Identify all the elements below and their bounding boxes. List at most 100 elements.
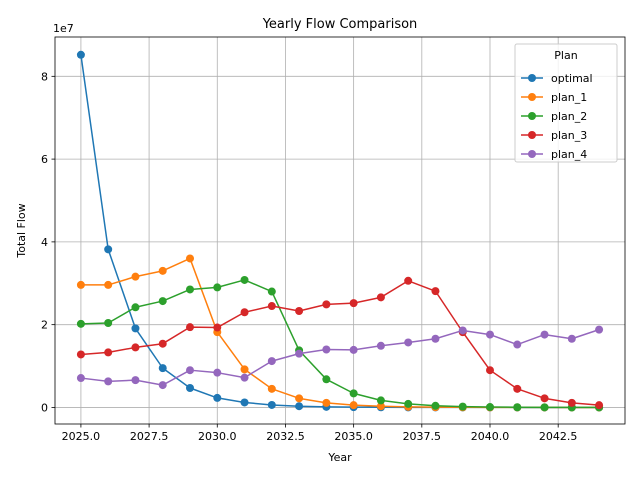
data-point <box>513 384 522 393</box>
data-point <box>431 287 440 296</box>
legend-item-plan_1: plan_1 <box>521 91 587 104</box>
data-point <box>295 402 304 411</box>
data-point <box>240 398 249 407</box>
data-point <box>349 389 358 398</box>
data-point <box>295 349 304 358</box>
legend-label: plan_1 <box>551 91 587 104</box>
x-axis-label: Year <box>327 451 352 464</box>
data-point <box>240 308 249 317</box>
data-point <box>349 299 358 308</box>
legend-swatch-marker <box>528 93 536 101</box>
data-point <box>404 338 413 347</box>
x-tick-label: 2027.5 <box>130 430 169 443</box>
series-plan_4 <box>76 325 604 390</box>
data-point <box>295 307 304 316</box>
data-point <box>322 345 331 354</box>
y-tick-label: 6 <box>41 153 48 166</box>
x-tick-label: 2037.5 <box>403 430 442 443</box>
legend: Plan optimal plan_1 plan_2 plan_3 plan_4 <box>514 43 618 163</box>
data-point <box>540 394 549 403</box>
data-point <box>104 280 113 289</box>
data-point <box>76 350 85 359</box>
data-point <box>295 394 304 403</box>
data-point <box>104 377 113 386</box>
y-tick-label: 4 <box>41 236 48 249</box>
data-point <box>322 375 331 384</box>
x-tick-label: 2042.5 <box>539 430 578 443</box>
data-point <box>404 399 413 408</box>
data-point <box>186 285 194 294</box>
legend-item-plan_4: plan_4 <box>521 148 587 161</box>
legend-label: plan_4 <box>551 148 587 161</box>
data-point <box>131 343 140 352</box>
data-point <box>540 403 549 412</box>
legend-swatch-marker <box>528 150 536 158</box>
data-point <box>458 402 467 411</box>
legend-swatch-marker <box>528 112 536 120</box>
data-point <box>267 357 276 366</box>
data-point <box>213 323 222 332</box>
data-point <box>486 366 494 375</box>
data-point <box>186 383 194 392</box>
series-layer <box>76 50 604 412</box>
data-point <box>213 368 222 377</box>
data-point <box>158 266 167 275</box>
legend-box <box>514 43 618 163</box>
legend-label: plan_2 <box>551 110 587 123</box>
data-point <box>376 402 385 411</box>
data-point <box>431 401 440 410</box>
legend-label: optimal <box>551 72 593 85</box>
data-point <box>404 276 413 285</box>
x-tick-label: 2032.5 <box>266 430 305 443</box>
data-point <box>595 325 604 334</box>
data-point <box>158 381 167 390</box>
data-point <box>595 401 604 410</box>
data-point <box>186 366 194 375</box>
data-point <box>240 373 249 382</box>
data-point <box>267 400 276 409</box>
series-plan_2 <box>76 275 604 412</box>
data-point <box>158 297 167 306</box>
series-line <box>80 279 600 409</box>
series-line <box>80 328 600 386</box>
x-tick-label: 2035.0 <box>334 430 373 443</box>
data-point <box>267 384 276 393</box>
chart-title: Yearly Flow Comparison <box>262 17 418 32</box>
data-point <box>104 348 113 357</box>
series-line <box>80 280 600 406</box>
ticks: 2025.0 2027.5 2030.0 2032.5 2035.0 2037.5 2040… <box>41 70 577 443</box>
data-point <box>240 275 249 284</box>
data-point <box>322 398 331 407</box>
data-point <box>240 365 249 374</box>
data-point <box>458 326 467 335</box>
y-tick-label: 2 <box>41 319 48 332</box>
data-point <box>376 341 385 350</box>
data-point <box>186 323 194 332</box>
data-point <box>349 401 358 410</box>
data-point <box>131 272 140 281</box>
y-axis-label: Total Flow <box>15 203 28 258</box>
data-point <box>104 319 113 328</box>
data-point <box>186 254 194 263</box>
legend-item-plan_3: plan_3 <box>521 129 587 142</box>
data-point <box>267 287 276 296</box>
data-point <box>158 339 167 348</box>
data-point <box>567 334 576 343</box>
legend-item-plan_2: plan_2 <box>521 110 587 123</box>
data-point <box>486 330 494 339</box>
y-tick-label: 0 <box>41 401 48 414</box>
legend-swatch-marker <box>528 74 536 82</box>
data-point <box>376 396 385 405</box>
data-point <box>213 283 222 292</box>
data-point <box>158 364 167 373</box>
x-tick-label: 2040.0 <box>471 430 510 443</box>
data-point <box>76 280 85 289</box>
data-point <box>513 403 522 412</box>
y-tick-label: 8 <box>41 70 48 83</box>
legend-swatch-marker <box>528 131 536 139</box>
data-point <box>267 302 276 311</box>
data-point <box>131 324 140 333</box>
legend-title: Plan <box>554 49 577 62</box>
data-point <box>486 403 494 412</box>
